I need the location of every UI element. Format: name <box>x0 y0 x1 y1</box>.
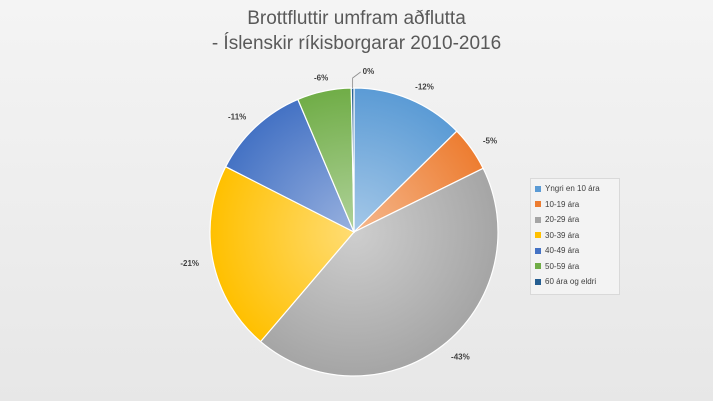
pie-slice-0 <box>353 87 458 234</box>
legend-swatch-3 <box>535 232 541 239</box>
data-label-0: -12% <box>415 82 434 91</box>
legend-item-1: 10-19 ára <box>535 197 615 213</box>
pie-slice-4 <box>224 98 356 234</box>
legend-swatch-5 <box>535 263 541 270</box>
data-label-2: -43% <box>451 353 470 362</box>
leader-lines <box>352 71 361 89</box>
legend: Yngri en 10 ára 10-19 ára 20-29 ára 30-39 á… <box>530 178 620 295</box>
legend-label-1: 10-19 ára <box>545 199 580 209</box>
data-label-4: -11% <box>228 112 246 121</box>
chart-title-line-1: Brottfluttir umfram aðflutta <box>247 8 466 29</box>
legend-label-2: 20-29 ára <box>545 215 580 225</box>
data-label-5: -6% <box>314 73 328 82</box>
legend-item-0: Yngri en 10 ára <box>535 181 615 197</box>
legend-swatch-4 <box>535 247 541 254</box>
legend-swatch-2 <box>535 216 541 223</box>
leader-line-6 <box>352 71 361 89</box>
legend-swatch-6 <box>535 278 541 285</box>
legend-item-2: 20-29 ára <box>535 212 615 228</box>
legend-item-4: 40-49 ára <box>535 243 615 259</box>
data-label-6: 0% <box>363 67 375 76</box>
data-labels: -12% -5% -43% -21% -11% -6% 0% <box>180 67 497 362</box>
data-label-3: -21% <box>180 259 199 268</box>
pie-slice-3 <box>209 165 355 343</box>
legend-item-3: 30-39 ára <box>535 228 615 244</box>
legend-swatch-1 <box>535 201 541 208</box>
legend-item-6: 60 ára og eldri <box>535 274 615 290</box>
legend-label-6: 60 ára og eldri <box>545 277 597 287</box>
legend-label-0: Yngri en 10 ára <box>545 184 600 194</box>
legend-label-3: 30-39 ára <box>545 230 580 240</box>
chart-title-line-2: - Íslenskir ríkisborgarar 2010-2016 <box>211 33 502 54</box>
pie-slices <box>209 87 499 377</box>
data-label-1: -5% <box>483 137 497 146</box>
legend-label-5: 50-59 ára <box>545 261 580 271</box>
legend-item-5: 50-59 ára <box>535 259 615 275</box>
legend-swatch-0 <box>535 185 541 192</box>
chart-title: Brottfluttir umfram aðflutta - Íslenskir… <box>0 6 713 56</box>
legend-label-4: 40-49 ára <box>545 246 580 256</box>
pie-slice-2 <box>259 167 499 377</box>
